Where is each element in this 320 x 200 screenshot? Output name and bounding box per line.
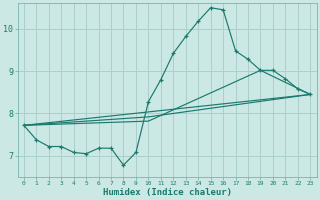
X-axis label: Humidex (Indice chaleur): Humidex (Indice chaleur)	[103, 188, 232, 197]
